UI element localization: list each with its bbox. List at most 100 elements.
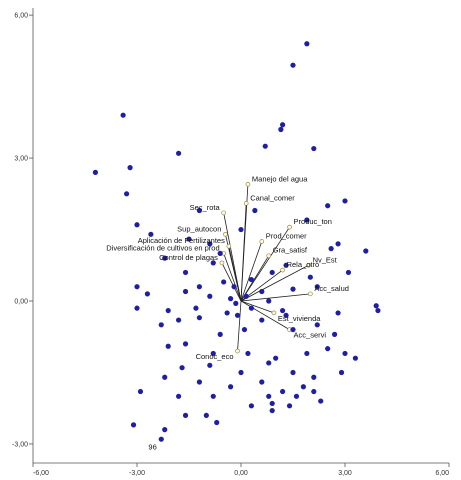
data-point xyxy=(290,326,296,333)
vector-tip xyxy=(219,260,225,266)
data-point xyxy=(196,207,202,214)
data-point xyxy=(203,412,209,418)
vector-label: Acc_servi xyxy=(294,331,327,340)
data-point xyxy=(269,407,275,414)
vector-tip xyxy=(287,224,292,230)
data-point xyxy=(307,274,313,280)
data-point xyxy=(214,419,220,426)
data-point xyxy=(311,388,317,395)
data-point xyxy=(266,360,272,366)
vector-line xyxy=(240,241,263,302)
data-point xyxy=(234,312,241,318)
vector-line xyxy=(240,226,290,302)
vector-label: Aplicación de Fertilizantes xyxy=(138,236,225,245)
data-point xyxy=(293,393,300,399)
data-point xyxy=(290,62,296,68)
x-tick-label: -3,00 xyxy=(129,470,145,477)
data-point xyxy=(342,198,348,204)
data-point xyxy=(134,222,140,228)
vector-label: Sec_rota xyxy=(190,203,221,212)
data-point xyxy=(373,303,379,309)
data-point xyxy=(130,422,137,428)
data-point xyxy=(158,436,164,442)
data-point xyxy=(134,284,140,290)
data-point xyxy=(238,369,244,376)
data-point xyxy=(259,317,265,323)
vector-label: Acc_salud xyxy=(314,284,349,293)
vector-label: Est_vivienda xyxy=(278,314,321,323)
data-point xyxy=(325,346,331,352)
x-tick-label: 6,00 xyxy=(435,470,449,477)
data-point xyxy=(245,350,251,357)
data-point xyxy=(210,393,216,399)
data-point xyxy=(278,126,284,133)
data-point xyxy=(221,279,227,285)
data-point xyxy=(335,310,341,316)
data-point xyxy=(217,331,223,337)
y-tick-label: 0,00 xyxy=(14,299,28,306)
data-point xyxy=(311,374,317,380)
data-point xyxy=(207,293,213,299)
data-point xyxy=(311,145,317,152)
vector-line xyxy=(240,293,311,302)
data-point xyxy=(304,41,310,47)
data-point xyxy=(193,305,199,311)
data-point xyxy=(207,362,213,368)
data-point xyxy=(217,250,223,256)
data-point xyxy=(248,305,254,311)
point-annotation: 96 xyxy=(148,443,156,452)
data-point xyxy=(280,307,286,314)
data-point xyxy=(328,246,334,252)
data-point xyxy=(375,307,381,314)
data-point xyxy=(158,322,164,328)
vectors xyxy=(219,181,313,354)
data-point xyxy=(228,296,234,302)
data-point xyxy=(342,350,348,357)
data-point xyxy=(165,343,171,349)
data-point xyxy=(352,355,358,361)
data-point xyxy=(210,260,216,266)
data-point xyxy=(283,312,289,318)
data-point xyxy=(248,276,254,283)
data-point xyxy=(210,350,216,357)
data-point xyxy=(259,379,265,385)
vector-tip xyxy=(280,267,285,273)
data-point xyxy=(182,341,189,347)
data-point xyxy=(304,217,310,223)
vector-label: Prod_comer xyxy=(266,231,307,240)
vector-label: Produc_ton xyxy=(294,217,332,226)
vector-label: Canal_comer xyxy=(250,193,295,202)
vector-tip xyxy=(223,232,228,237)
data-point xyxy=(269,269,275,276)
data-point xyxy=(127,165,133,171)
x-tick-label: 3,00 xyxy=(338,470,352,477)
data-point xyxy=(196,379,202,385)
vector-line xyxy=(240,255,270,302)
data-point xyxy=(252,207,258,214)
vector-label: Conoc_eco xyxy=(196,352,234,361)
vector-tip xyxy=(259,239,265,244)
data-point xyxy=(266,393,272,399)
data-point xyxy=(314,322,320,328)
vector-line xyxy=(240,300,290,330)
vector-tip xyxy=(245,181,251,187)
data-point xyxy=(92,169,98,175)
data-point xyxy=(290,286,296,292)
data-point xyxy=(283,262,289,268)
data-point xyxy=(207,241,213,247)
vector-labels: Manejo del agua Canal_comer Sec_rota Sup_au… xyxy=(106,174,349,451)
data-point xyxy=(162,255,168,261)
data-point xyxy=(318,398,324,404)
data-point xyxy=(290,369,296,376)
data-point xyxy=(345,269,352,276)
data-point xyxy=(176,317,182,323)
data-point xyxy=(124,191,130,197)
observation-points xyxy=(92,41,381,442)
data-point xyxy=(304,350,310,357)
vector-tip xyxy=(221,210,226,216)
data-point xyxy=(182,288,189,295)
vector-tip xyxy=(306,262,311,268)
data-point xyxy=(134,305,140,311)
x-tick-label: 0,00 xyxy=(234,470,248,477)
vector-tip xyxy=(266,253,272,259)
